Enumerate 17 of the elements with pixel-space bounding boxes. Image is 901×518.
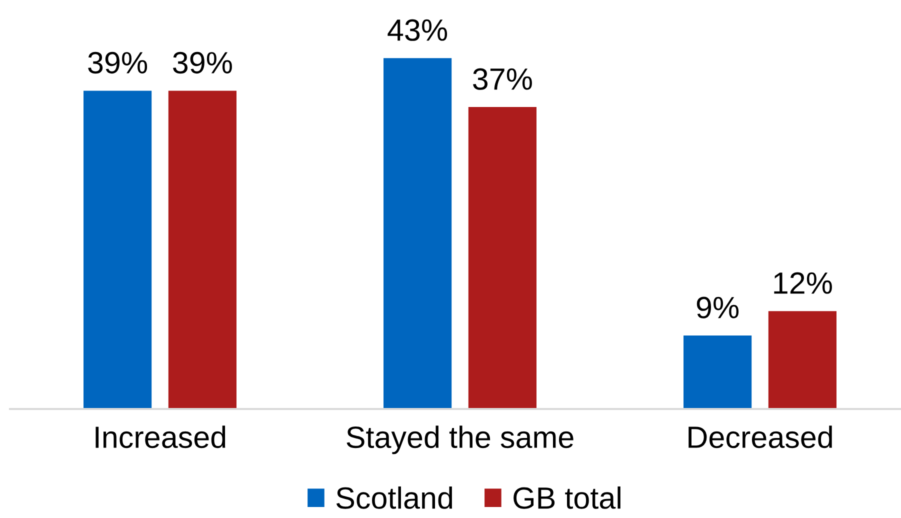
x-tick-label: Increased <box>96 426 226 448</box>
data-label: 12% <box>774 272 832 294</box>
legend-label: GB total <box>514 486 620 509</box>
data-label: 39% <box>173 52 232 74</box>
bar <box>768 311 836 409</box>
bar <box>468 107 536 409</box>
bar <box>384 58 452 409</box>
data-label: 37% <box>473 68 532 90</box>
legend-label: Scotland <box>336 486 452 509</box>
data-label: 9% <box>696 296 739 318</box>
data-label: 43% <box>388 19 448 41</box>
data-label: 39% <box>88 52 148 74</box>
x-tick-label: Decreased <box>688 426 832 448</box>
x-tick-label: Stayed the same <box>346 426 574 454</box>
bar <box>84 90 152 409</box>
bar <box>168 90 236 409</box>
bar <box>684 336 752 409</box>
